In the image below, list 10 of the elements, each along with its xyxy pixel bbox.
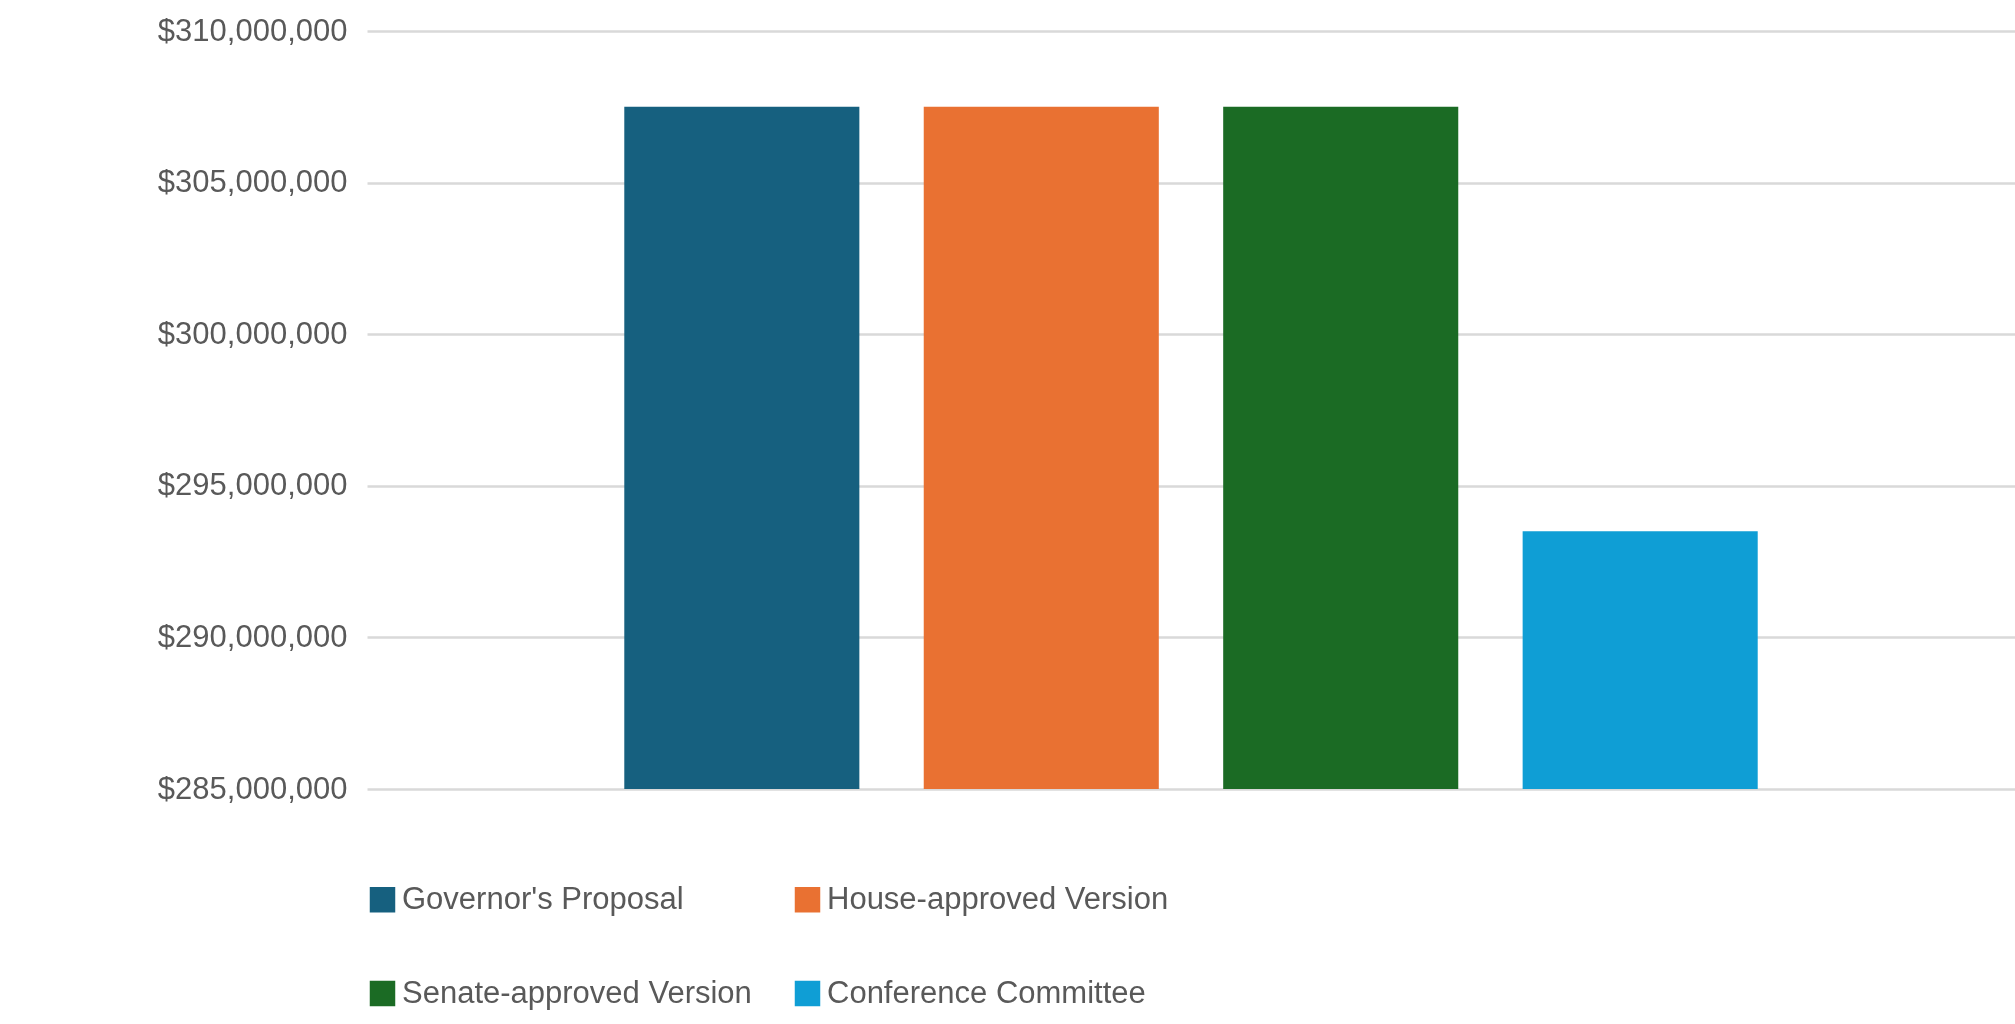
y-tick-label: $310,000,000: [157, 12, 348, 48]
y-tick-label: $305,000,000: [157, 164, 348, 200]
y-tick-label: $300,000,000: [157, 315, 348, 351]
y-tick-label: $295,000,000: [157, 467, 348, 503]
y-tick-label: $290,000,000: [157, 618, 348, 654]
legend-label: Senate-approved Version: [402, 974, 752, 1010]
legend-label: Governor's Proposal: [402, 880, 684, 916]
legend-label: House-approved Version: [827, 880, 1169, 916]
y-tick-label: $285,000,000: [157, 770, 348, 806]
legend-label: Conference Committee: [827, 974, 1146, 1010]
